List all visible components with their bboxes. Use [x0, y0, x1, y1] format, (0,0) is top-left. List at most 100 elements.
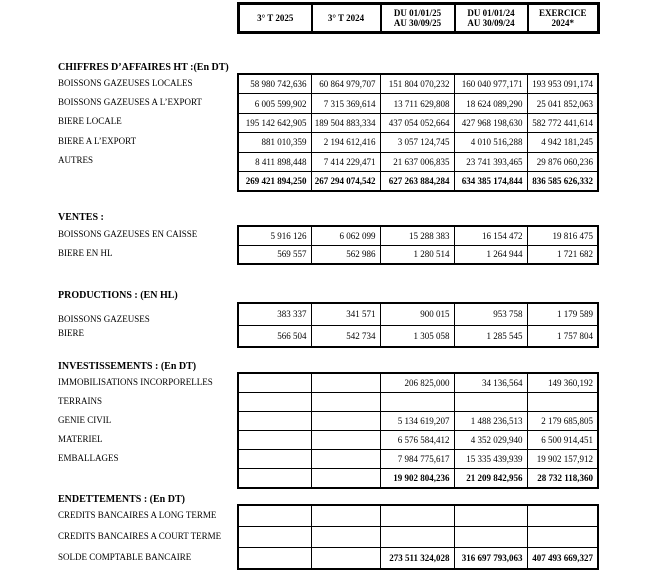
header-cell-t2024: 3° T 2024 [310, 2, 382, 34]
header-line: AU 30/09/25 [393, 18, 442, 28]
data-cell: 1 179 589 [526, 302, 599, 326]
total-cell: 273 511 324,028 [379, 547, 455, 570]
data-cell: 1 285 545 [453, 324, 528, 348]
data-cell: 2 179 685,805 [526, 411, 599, 431]
row-label: MATERIEL [58, 433, 103, 444]
data-cell: 25 041 852,063 [526, 93, 599, 114]
data-cell: 189 504 883,334 [310, 112, 381, 134]
data-cell [237, 449, 312, 469]
row-label: BIERE LOCALE [58, 116, 122, 127]
labels-column: BOISSONS GAZEUSES LOCALES BOISSONS GAZEU… [0, 73, 237, 189]
data-cell: 16 154 472 [453, 225, 528, 246]
data-cell: 1 757 804 [526, 324, 599, 348]
data-cell: 193 953 091,174 [526, 73, 599, 95]
total-cell: 634 385 174,844 [453, 170, 528, 192]
data-cell: 34 136,564 [453, 372, 528, 393]
section-chiffres-affaires: BOISSONS GAZEUSES LOCALES BOISSONS GAZEU… [0, 73, 599, 193]
data-cell: 4 352 029,940 [453, 430, 528, 450]
table-row: 881 010,359 2 194 612,416 3 057 124,745 … [237, 132, 599, 153]
table-row: 566 504 542 734 1 305 058 1 285 545 1 75… [237, 324, 599, 348]
data-cell: 58 980 742,636 [237, 73, 312, 95]
data-cell: 6 500 914,451 [526, 430, 599, 450]
section-investissements: IMMOBILISATIONS INCORPORELLES TERRAINS G… [0, 372, 599, 489]
data-cell: 8 411 898,448 [237, 151, 312, 172]
data-cell: 1 305 058 [379, 324, 455, 348]
table-row: 5 134 619,207 1 488 236,513 2 179 685,80… [237, 411, 599, 431]
data-cell [310, 504, 381, 527]
table-row: 195 142 642,905 189 504 883,334 437 054 … [237, 112, 599, 134]
total-cell: 316 697 793,063 [453, 547, 528, 570]
data-cell [237, 411, 312, 431]
data-cell: 4 942 181,245 [526, 132, 599, 153]
row-label: BOISSONS GAZEUSES LOCALES [58, 77, 193, 88]
data-cell: 5 134 619,207 [379, 411, 455, 431]
ventes-table: 5 916 126 6 062 099 15 288 383 16 154 47… [237, 225, 599, 265]
data-cell [310, 449, 381, 469]
data-cell [237, 430, 312, 450]
header-line: 3° T 2024 [327, 12, 365, 23]
total-cell [310, 468, 381, 489]
data-cell: 151 804 070,232 [379, 73, 455, 95]
data-cell: 195 142 642,905 [237, 112, 312, 134]
data-cell [453, 504, 528, 527]
total-cell: 836 585 626,332 [526, 170, 599, 192]
data-cell: 4 010 516,288 [453, 132, 528, 153]
total-cell: 407 493 669,327 [526, 547, 599, 570]
row-label: AUTRES [58, 155, 94, 166]
table-row: 569 557 562 986 1 280 514 1 264 944 1 72… [237, 244, 599, 265]
investissements-table: 206 825,000 34 136,564 149 360,192 5 134… [237, 372, 599, 489]
header-line: 2024* [551, 18, 575, 28]
data-cell: 1 264 944 [453, 244, 528, 265]
header-line: 3° T 2025 [257, 12, 294, 23]
row-label: BOISSONS GAZEUSES A L’EXPORT [58, 97, 202, 108]
table-row [237, 504, 599, 527]
table-row: 58 980 742,636 60 864 979,707 151 804 07… [237, 73, 599, 95]
header-cell-t2025: 3° T 2025 [237, 2, 313, 34]
row-label: BIERE [58, 327, 84, 338]
labels-column: BOISSONS GAZEUSES BIERE [0, 302, 237, 349]
data-cell: 29 876 060,236 [526, 151, 599, 172]
table-row [237, 392, 599, 412]
data-cell: 19 816 475 [526, 225, 599, 246]
total-cell: 627 263 884,284 [379, 170, 455, 192]
total-cell: 21 209 842,956 [453, 468, 528, 489]
data-cell: 2 194 612,416 [310, 132, 381, 153]
row-label: CREDITS BANCAIRES A LONG TERME [58, 509, 217, 520]
data-cell: 15 288 383 [379, 225, 455, 246]
data-cell [237, 392, 312, 412]
total-row: 269 421 894,250 267 294 074,542 627 263 … [237, 170, 599, 192]
data-cell: 582 772 441,614 [526, 112, 599, 134]
data-cell: 206 825,000 [379, 372, 455, 393]
data-cell [526, 504, 599, 527]
labels-column: IMMOBILISATIONS INCORPORELLES TERRAINS G… [0, 372, 237, 486]
row-label: BOISSONS GAZEUSES EN CAISSE [58, 229, 198, 240]
data-cell: 7 414 229,471 [310, 151, 381, 172]
table-row [237, 526, 599, 548]
data-cell: 7 315 369,614 [310, 93, 381, 114]
row-label: BIERE EN HL [58, 247, 113, 258]
data-cell [379, 392, 455, 412]
section-title-investissements: INVESTISSEMENTS : (En DT) [58, 361, 197, 372]
header-cell-ytd2025: DU 01/01/25 AU 30/09/25 [379, 2, 456, 34]
data-cell: 569 557 [237, 244, 312, 265]
data-cell [379, 526, 455, 548]
data-cell [453, 526, 528, 548]
data-cell: 160 040 977,171 [453, 73, 528, 95]
period-header-table: 3° T 2025 3° T 2024 DU 01/01/25 AU 30/09… [237, 2, 600, 34]
data-cell: 18 624 089,290 [453, 93, 528, 114]
row-label: IMMOBILISATIONS INCORPORELLES [58, 376, 213, 387]
data-cell: 542 734 [310, 324, 381, 348]
section-title-ventes: VENTES : [58, 212, 104, 223]
row-label: CREDITS BANCAIRES A COURT TERME [58, 530, 222, 541]
productions-table: 383 337 341 571 900 015 953 758 1 179 58… [237, 302, 599, 348]
row-label [58, 170, 237, 189]
data-cell: 7 984 775,617 [379, 449, 455, 469]
data-cell [526, 392, 599, 412]
data-cell: 5 916 126 [237, 225, 312, 246]
data-cell: 1 721 682 [526, 244, 599, 265]
data-cell [310, 526, 381, 548]
data-cell: 383 337 [237, 302, 312, 326]
total-row: 273 511 324,028 316 697 793,063 407 493 … [237, 547, 599, 570]
total-cell: 269 421 894,250 [237, 170, 312, 192]
table-row: 6 005 599,902 7 315 369,614 13 711 629,8… [237, 93, 599, 114]
